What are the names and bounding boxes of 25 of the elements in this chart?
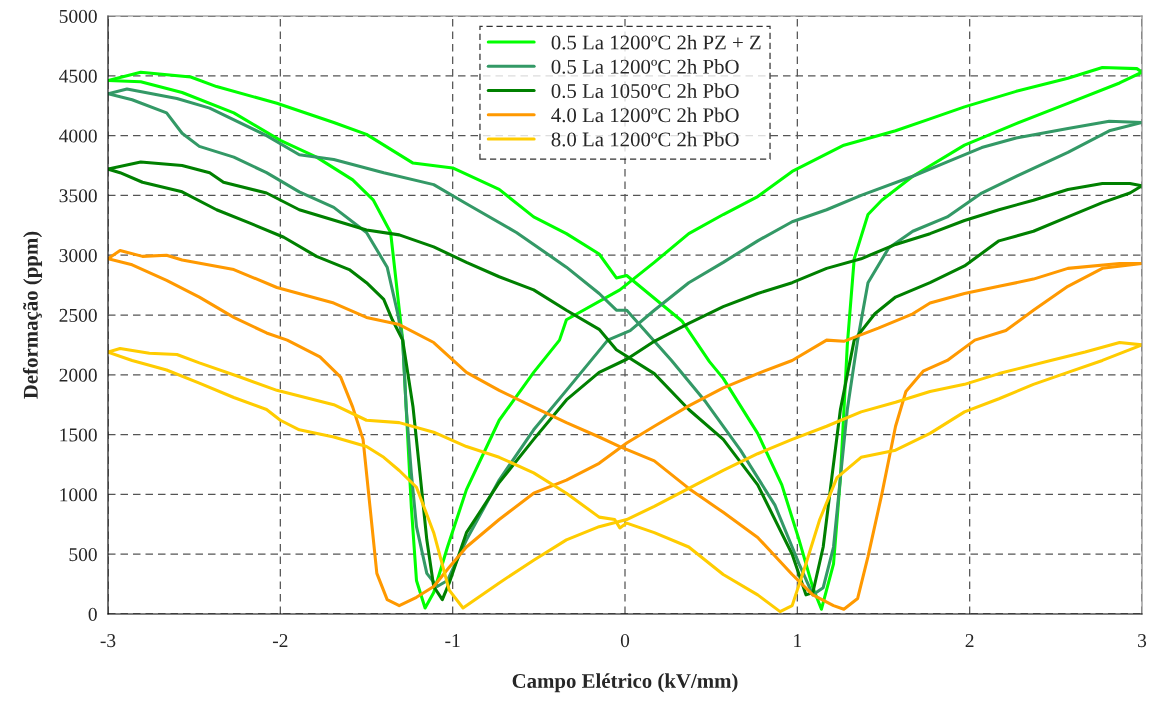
legend-label: 0.5 La 1050ºC 2h PbO (551, 83, 739, 99)
legend-label: 4.0 La 1200ºC 2h PbO (551, 107, 739, 123)
x-tick-label: 2 (965, 634, 974, 647)
x-tick-label: -2 (272, 634, 288, 647)
legend-label: 8.0 La 1200ºC 2h PbO (551, 131, 739, 147)
x-axis-title: Campo Elétrico (kV/mm) (512, 673, 738, 693)
y-tick-label: 3000 (59, 249, 97, 263)
x-tick-label: 0 (620, 634, 630, 648)
y-tick-label: 500 (69, 548, 97, 562)
x-tick-label: 3 (1138, 634, 1147, 648)
legend-label: 0.5 La 1200ºC 2h PZ + Z (551, 34, 761, 50)
y-tick-label: 2500 (59, 308, 97, 322)
y-tick-label: 0 (88, 607, 97, 621)
y-tick-label: 5000 (59, 9, 97, 23)
y-tick-label: 3500 (59, 189, 97, 203)
y-tick-label: 1000 (60, 488, 97, 502)
y-tick-label: 2000 (59, 368, 97, 382)
x-tick-label: -1 (445, 634, 460, 647)
y-tick-label: 4000 (59, 129, 97, 143)
y-tick-label: 4500 (59, 69, 97, 83)
y-tick-label: 1500 (60, 428, 97, 442)
x-tick-label: -3 (100, 634, 116, 648)
x-tick-label: 1 (794, 634, 802, 647)
y-axis-title: Deformação (ppm) (22, 231, 43, 399)
legend-label: 0.5 La 1200ºC 2h PbO (551, 59, 739, 74)
